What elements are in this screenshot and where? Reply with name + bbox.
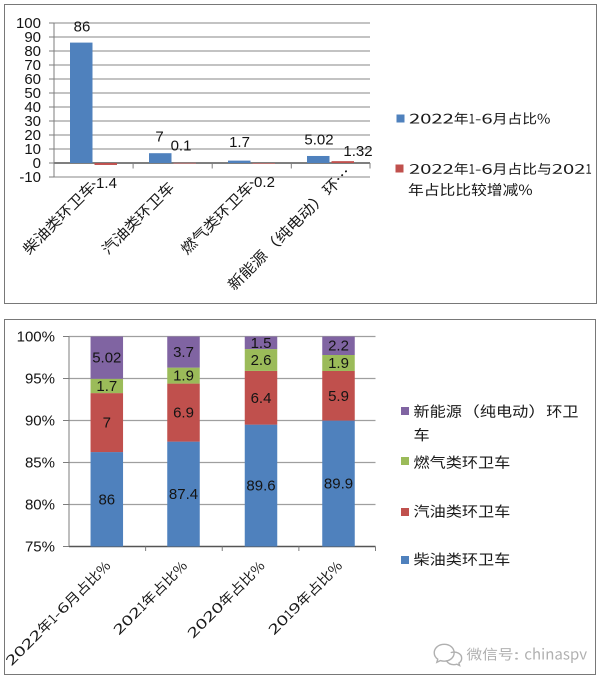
svg-text:0: 0 xyxy=(33,155,41,172)
svg-text:100: 100 xyxy=(16,15,41,32)
svg-text:40: 40 xyxy=(24,99,41,116)
svg-text:1.7: 1.7 xyxy=(96,378,117,395)
svg-text:86: 86 xyxy=(98,491,115,508)
svg-text:95%: 95% xyxy=(25,371,55,388)
svg-text:7: 7 xyxy=(155,129,163,146)
svg-text:50: 50 xyxy=(24,85,41,102)
svg-text:20: 20 xyxy=(24,127,41,144)
svg-text:5.9: 5.9 xyxy=(328,388,349,405)
svg-text:1.9: 1.9 xyxy=(173,368,194,385)
svg-text:89.9: 89.9 xyxy=(324,476,353,493)
svg-text:80%: 80% xyxy=(25,497,55,514)
svg-text:-0.2: -0.2 xyxy=(249,174,275,191)
svg-text:89.6: 89.6 xyxy=(246,478,275,495)
svg-text:6.4: 6.4 xyxy=(251,390,272,407)
svg-text:2.2: 2.2 xyxy=(328,338,349,355)
svg-text:90%: 90% xyxy=(25,413,55,430)
svg-text:1.32: 1.32 xyxy=(343,143,372,160)
svg-text:1.5: 1.5 xyxy=(251,335,272,352)
svg-text:90: 90 xyxy=(24,29,41,46)
svg-text:87.4: 87.4 xyxy=(169,486,198,503)
svg-text:10: 10 xyxy=(24,141,41,158)
svg-text:75%: 75% xyxy=(25,539,55,556)
svg-text:86: 86 xyxy=(74,19,91,36)
svg-text:5.02: 5.02 xyxy=(304,132,333,149)
svg-text:70: 70 xyxy=(24,57,41,74)
svg-text:5.02: 5.02 xyxy=(92,350,121,367)
svg-text:80: 80 xyxy=(24,43,41,60)
svg-text:6.9: 6.9 xyxy=(173,405,194,422)
svg-text:30: 30 xyxy=(24,113,41,130)
svg-text:-1.4: -1.4 xyxy=(91,175,117,192)
svg-text:1.7: 1.7 xyxy=(229,134,250,151)
svg-text:2.6: 2.6 xyxy=(251,352,272,369)
svg-text:-10: -10 xyxy=(19,169,41,186)
svg-text:3.7: 3.7 xyxy=(173,344,194,361)
svg-text:1.9: 1.9 xyxy=(328,355,349,372)
svg-text:85%: 85% xyxy=(25,455,55,472)
svg-text:60: 60 xyxy=(24,71,41,88)
svg-text:100%: 100% xyxy=(17,329,55,346)
svg-text:7: 7 xyxy=(103,415,111,432)
svg-text:0.1: 0.1 xyxy=(171,138,192,155)
